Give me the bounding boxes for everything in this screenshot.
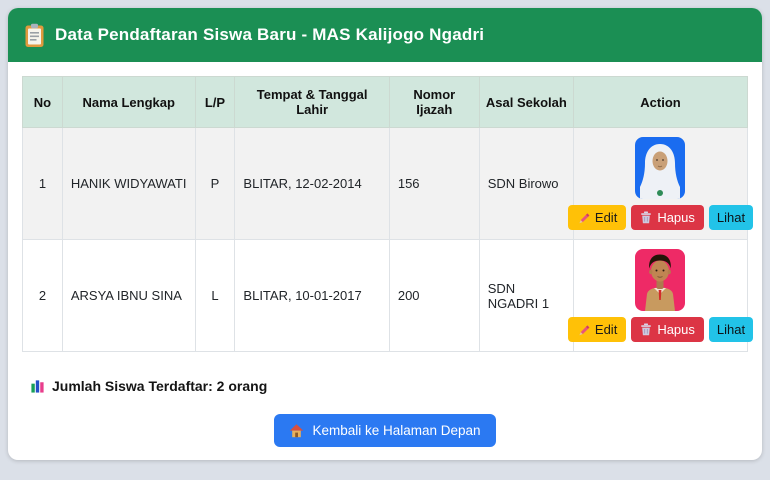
hapus-button-label: Hapus <box>657 209 695 225</box>
student-photo <box>635 248 686 311</box>
footer-row: Kembali ke Halaman Depan <box>22 414 748 447</box>
table-header-row: No Nama Lengkap L/P Tempat & Tanggal Lah… <box>22 76 749 128</box>
registration-card: Data Pendaftaran Siswa Baru - MAS Kalijo… <box>8 8 762 460</box>
cell-asal: SDN NGADRI 1 <box>478 239 574 352</box>
hapus-button-label: Hapus <box>657 321 695 337</box>
cell-ijazah: 156 <box>388 127 480 240</box>
cell-nama: ARSYA IBNU SINA <box>61 239 196 352</box>
students-table: No Nama Lengkap L/P Tempat & Tanggal Lah… <box>22 76 754 352</box>
lihat-button-label: Lihat <box>716 209 746 225</box>
trash-icon <box>640 323 652 336</box>
clipboard-icon <box>24 23 45 48</box>
cell-ijazah: 200 <box>388 239 480 352</box>
home-icon <box>289 423 304 438</box>
pencil-icon <box>577 211 590 224</box>
edit-button-label: Edit <box>594 209 618 225</box>
lihat-button[interactable]: Lihat <box>708 316 754 343</box>
action-buttons: Edit <box>567 204 754 231</box>
cell-no: 2 <box>22 239 63 352</box>
table-row: 2 ARSYA IBNU SINA L BLITAR, 10-01-2017 2… <box>22 239 754 352</box>
table-row: 1 HANIK WIDYAWATI P BLITAR, 12-02-2014 1… <box>22 127 754 240</box>
hapus-button[interactable]: Hapus <box>631 316 704 343</box>
lihat-button-label: Lihat <box>716 321 746 337</box>
card-body: No Nama Lengkap L/P Tempat & Tanggal Lah… <box>8 62 762 447</box>
cell-ttl: BLITAR, 10-01-2017 <box>234 239 390 352</box>
cell-lp: L <box>194 239 236 352</box>
edit-button[interactable]: Edit <box>567 316 627 343</box>
cell-lp: P <box>194 127 236 240</box>
bar-chart-icon <box>30 378 45 394</box>
cell-no: 1 <box>22 127 63 240</box>
cell-nama: HANIK WIDYAWATI <box>61 127 196 240</box>
student-photo <box>635 136 686 199</box>
card-header: Data Pendaftaran Siswa Baru - MAS Kalijo… <box>8 8 762 62</box>
lihat-button[interactable]: Lihat <box>708 204 754 231</box>
cell-asal: SDN Birowo <box>478 127 574 240</box>
cell-action: Edit <box>567 127 754 240</box>
cell-ttl: BLITAR, 12-02-2014 <box>234 127 390 240</box>
action-buttons: Edit <box>567 316 754 343</box>
back-home-button-label: Kembali ke Halaman Depan <box>312 423 481 438</box>
col-header-asal: Asal Sekolah <box>478 76 574 128</box>
col-header-ttl: Tempat & Tanggal Lahir <box>234 76 390 128</box>
edit-button-label: Edit <box>594 321 618 337</box>
summary-text: Jumlah Siswa Terdaftar: 2 orang <box>52 378 268 394</box>
col-header-no: No <box>22 76 63 128</box>
pencil-icon <box>577 323 590 336</box>
page-title: Data Pendaftaran Siswa Baru - MAS Kalijo… <box>55 25 485 44</box>
col-header-lp: L/P <box>194 76 236 128</box>
cell-action: Edit <box>567 239 754 352</box>
edit-button[interactable]: Edit <box>567 204 627 231</box>
col-header-ijazah: Nomor Ijazah <box>388 76 480 128</box>
summary-line: Jumlah Siswa Terdaftar: 2 orang <box>30 378 740 394</box>
back-home-button[interactable]: Kembali ke Halaman Depan <box>274 414 496 447</box>
col-header-nama: Nama Lengkap <box>61 76 196 128</box>
trash-icon <box>640 211 652 224</box>
hapus-button[interactable]: Hapus <box>631 204 704 231</box>
col-header-action: Action <box>572 76 749 128</box>
